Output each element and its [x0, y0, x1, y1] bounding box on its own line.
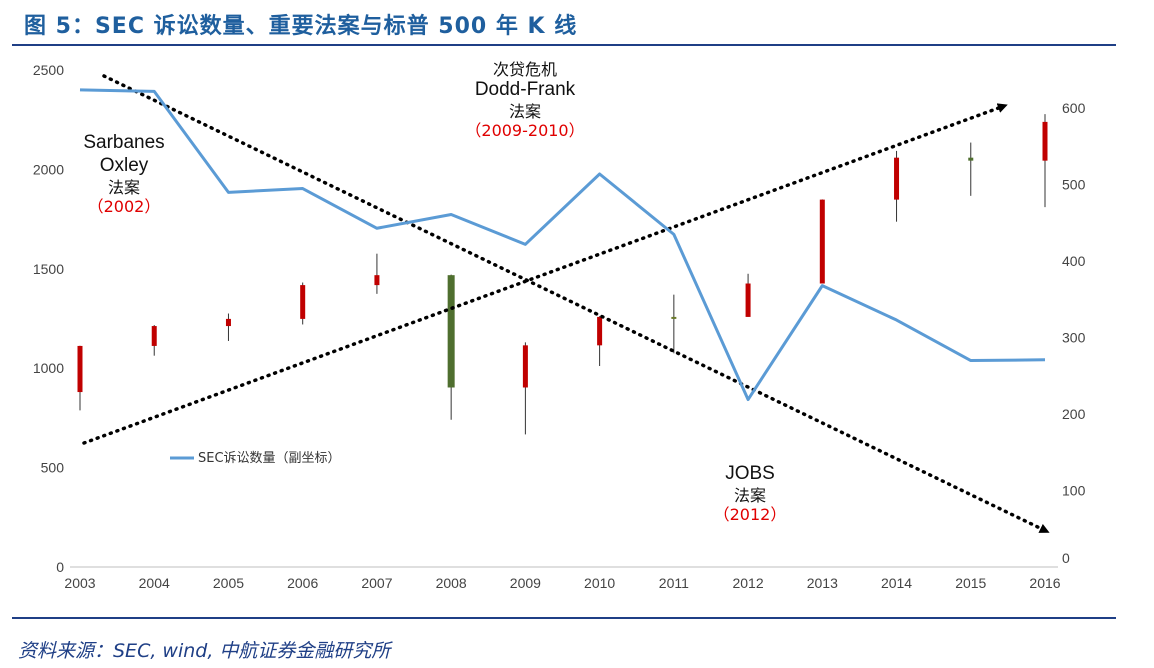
- candle-body: [522, 345, 528, 388]
- annotation-dodd-year: （2009-2010）: [465, 121, 585, 141]
- annotation-jobs-line1: JOBS: [725, 463, 775, 484]
- x-tick-label: 2012: [732, 575, 763, 591]
- left-tick-label: 1500: [33, 261, 64, 277]
- trend-arrows: [82, 74, 1050, 533]
- x-tick-label: 2004: [139, 575, 170, 591]
- right-tick-label: 100: [1062, 483, 1086, 499]
- candle-body: [447, 275, 455, 388]
- right-tick-label: 0: [1062, 550, 1070, 566]
- x-tick-label: 2015: [955, 575, 986, 591]
- candle-body: [597, 316, 603, 346]
- legend-label: SEC诉讼数量（副坐标）: [198, 451, 341, 466]
- candle-body: [300, 285, 306, 319]
- right-tick-label: 600: [1062, 100, 1086, 116]
- candle-body: [1042, 121, 1048, 161]
- top-rule: [12, 44, 1116, 46]
- annotation-dodd-line3: 法案: [508, 101, 541, 121]
- downward-trend-arrow: [102, 74, 1050, 533]
- annotation-sox-line3: 法案: [107, 177, 140, 197]
- right-tick-label: 200: [1062, 406, 1086, 422]
- x-tick-label: 2013: [807, 575, 838, 591]
- source-note: 资料来源：SEC, wind, 中航证券金融研究所: [18, 640, 391, 662]
- annotation-dodd-frank: 次贷危机 Dodd-Frank 法案 （2009-2010）: [450, 60, 600, 140]
- candle-body: [968, 157, 974, 161]
- left-tick-label: 1000: [33, 360, 64, 376]
- x-tick-label: 2016: [1029, 575, 1060, 591]
- annotation-jobs: JOBS 法案 （2012）: [690, 463, 810, 524]
- sec-line: [79, 88, 1046, 402]
- right-tick-label: 300: [1062, 330, 1086, 346]
- axes: 0 500 1000 1500 2000 2500 0 100 200 300 400 500 600 2…: [33, 62, 1086, 591]
- candle-body: [374, 275, 380, 286]
- x-tick-label: 2008: [436, 575, 467, 591]
- left-tick-label: 500: [41, 460, 65, 476]
- annotation-sox-year: （2002）: [87, 196, 161, 216]
- right-tick-label: 400: [1062, 253, 1086, 269]
- candle-body: [894, 157, 900, 200]
- candle-body: [151, 326, 157, 346]
- left-tick-label: 2000: [33, 161, 64, 177]
- x-tick-label: 2009: [510, 575, 541, 591]
- candle-body: [77, 345, 83, 393]
- candle-body: [671, 316, 677, 319]
- legend: SEC诉讼数量（副坐标）: [170, 451, 341, 466]
- annotation-sox-line2: Oxley: [99, 154, 149, 176]
- sec-line-series: [79, 88, 1046, 402]
- x-tick-label: 2011: [659, 575, 689, 591]
- upward-trend-arrow: [82, 103, 1008, 445]
- candle-body: [819, 199, 825, 284]
- annotation-jobs-line2: 法案: [733, 485, 766, 505]
- figure-title: 图 5：SEC 诉讼数量、重要法案与标普 500 年 K 线: [24, 14, 578, 39]
- annotation-sox-line1: Sarbanes: [83, 132, 165, 153]
- annotation-sarbanes-oxley: Sarbanes Oxley 法案 （2002）: [64, 132, 184, 216]
- left-tick-label: 0: [56, 559, 64, 575]
- annotation-jobs-year: （2012）: [713, 504, 787, 524]
- annotation-dodd-line1: 次贷危机: [492, 60, 557, 79]
- candlesticks: [77, 114, 1048, 435]
- left-tick-label: 2500: [33, 62, 64, 78]
- x-tick-label: 2010: [584, 575, 615, 591]
- x-tick-label: 2006: [287, 575, 318, 591]
- candle-body: [745, 283, 751, 317]
- bottom-rule: [12, 617, 1116, 619]
- x-tick-label: 2003: [64, 575, 95, 591]
- right-tick-label: 500: [1062, 177, 1086, 193]
- x-tick-label: 2007: [361, 575, 392, 591]
- annotation-dodd-line2: Dodd-Frank: [474, 79, 576, 101]
- x-tick-label: 2005: [213, 575, 244, 591]
- candle-body: [225, 318, 231, 327]
- x-tick-label: 2014: [881, 575, 912, 591]
